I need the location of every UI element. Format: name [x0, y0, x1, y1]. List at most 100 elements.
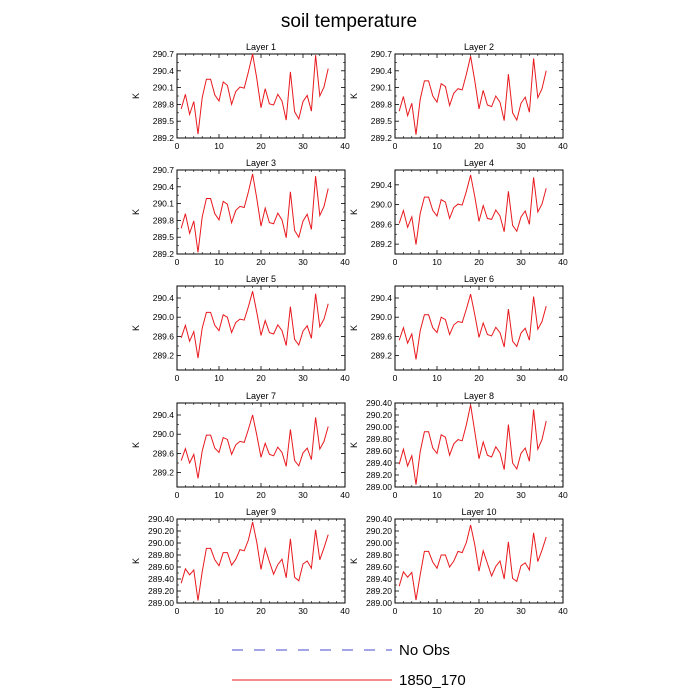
x-tick-label: 0: [393, 141, 398, 151]
x-tick-label: 30: [516, 490, 526, 500]
y-tick-label: 290.4: [153, 410, 175, 420]
series-line-1850-170: [398, 56, 547, 135]
x-tick-label: 30: [516, 606, 526, 616]
y-tick-label: 290.40: [148, 514, 174, 524]
x-tick-label: 30: [298, 490, 308, 500]
y-tick-label: 289.40: [366, 458, 392, 468]
y-tick-label: 289.00: [366, 598, 392, 608]
x-tick-label: 40: [340, 490, 350, 500]
y-tick-label: 290.4: [371, 180, 393, 190]
panel-title: Layer 8: [464, 391, 494, 401]
y-tick-label: 289.6: [371, 219, 393, 229]
chart-panel-7: Layer 7 0 10 20 30 40 289.2 289.6 290.0 290.4 K: [131, 391, 350, 500]
series-line-1850-170: [398, 524, 547, 601]
y-axis-label: K: [349, 325, 359, 331]
x-tick-label: 10: [432, 606, 442, 616]
x-tick-label: 10: [214, 373, 224, 383]
y-tick-label: 289.8: [371, 99, 393, 109]
x-tick-label: 40: [340, 373, 350, 383]
y-tick-label: 290.00: [148, 538, 174, 548]
panel-title: Layer 2: [464, 42, 494, 52]
y-tick-label: 290.20: [148, 526, 174, 536]
y-tick-label: 289.40: [148, 574, 174, 584]
y-tick-label: 289.2: [371, 351, 393, 361]
x-tick-label: 40: [558, 490, 568, 500]
y-tick-label: 290.40: [366, 398, 392, 408]
x-tick-label: 10: [214, 141, 224, 151]
y-tick-label: 290.4: [153, 182, 175, 192]
y-tick-label: 290.4: [153, 293, 175, 303]
y-axis-label: K: [131, 209, 141, 215]
y-axis-label: K: [349, 442, 359, 448]
y-tick-label: 289.5: [371, 116, 393, 126]
y-axis-label: K: [349, 209, 359, 215]
x-tick-label: 0: [175, 490, 180, 500]
x-tick-label: 0: [393, 490, 398, 500]
y-tick-label: 290.7: [153, 49, 175, 59]
x-tick-label: 30: [298, 606, 308, 616]
chart-panel-4: Layer 4 0 10 20 30 40 289.2 289.6 290.0 290.4 K: [349, 158, 568, 267]
y-tick-label: 289.2: [153, 249, 175, 259]
y-axis-label: K: [131, 558, 141, 564]
series-line-1850-170: [398, 174, 547, 245]
y-tick-label: 290.7: [153, 165, 175, 175]
chart-panel-1: Layer 1 0 10 20 30 40 289.2 289.5 289.8 290.1 290.…: [131, 42, 350, 151]
series-line-1850-170: [180, 291, 329, 359]
plot-frame: [176, 518, 346, 604]
y-axis-label: K: [131, 442, 141, 448]
y-tick-label: 289.80: [148, 550, 174, 560]
y-tick-label: 290.4: [371, 66, 393, 76]
series-line-1850-170: [398, 294, 547, 360]
y-axis-label: K: [349, 93, 359, 99]
x-tick-label: 0: [393, 606, 398, 616]
x-tick-label: 20: [256, 257, 266, 267]
x-tick-label: 20: [474, 606, 484, 616]
x-tick-label: 10: [432, 490, 442, 500]
chart-panel-2: Layer 2 0 10 20 30 40 289.2 289.5 289.8 290.1 290.…: [349, 42, 568, 151]
x-tick-label: 10: [214, 257, 224, 267]
y-tick-label: 289.20: [366, 586, 392, 596]
y-tick-label: 289.80: [366, 550, 392, 560]
y-tick-label: 290.0: [153, 429, 175, 439]
x-tick-label: 10: [432, 373, 442, 383]
y-tick-label: 289.60: [366, 446, 392, 456]
y-tick-label: 289.20: [148, 586, 174, 596]
y-tick-label: 289.60: [148, 562, 174, 572]
legend-label-no-obs: No Obs: [399, 642, 450, 659]
chart-panel-3: Layer 3 0 10 20 30 40 289.2 289.5 289.8 290.1 290.…: [131, 158, 350, 267]
x-tick-label: 0: [393, 373, 398, 383]
y-tick-label: 290.40: [366, 514, 392, 524]
x-tick-label: 0: [175, 606, 180, 616]
y-tick-label: 290.1: [153, 83, 175, 93]
x-tick-label: 30: [516, 257, 526, 267]
panel-grid: Layer 1 0 10 20 30 40 289.2 289.5 289.8 290.1 290.…: [131, 42, 568, 616]
x-tick-label: 30: [516, 373, 526, 383]
y-axis-label: K: [131, 325, 141, 331]
y-tick-label: 290.20: [366, 410, 392, 420]
legend-label-1850-170: 1850_170: [399, 672, 466, 689]
series-line-1850-170: [180, 414, 329, 479]
y-tick-label: 289.8: [153, 99, 175, 109]
panel-title: Layer 5: [246, 274, 276, 284]
series-line-1850-170: [398, 404, 547, 485]
y-tick-label: 290.20: [366, 526, 392, 536]
y-tick-label: 289.40: [366, 574, 392, 584]
x-tick-label: 20: [474, 141, 484, 151]
y-tick-label: 289.8: [153, 215, 175, 225]
x-tick-label: 20: [474, 257, 484, 267]
x-tick-label: 40: [558, 373, 568, 383]
panel-title: Layer 9: [246, 507, 276, 517]
panel-title: Layer 1: [246, 42, 276, 52]
x-tick-label: 20: [474, 490, 484, 500]
y-tick-label: 290.1: [153, 199, 175, 209]
panel-title: Layer 6: [464, 274, 494, 284]
x-tick-label: 0: [175, 373, 180, 383]
x-tick-label: 10: [432, 141, 442, 151]
x-tick-label: 20: [256, 141, 266, 151]
x-tick-label: 10: [214, 490, 224, 500]
x-tick-label: 30: [298, 373, 308, 383]
x-tick-label: 20: [474, 373, 484, 383]
panel-title: Layer 7: [246, 391, 276, 401]
x-tick-label: 0: [175, 141, 180, 151]
